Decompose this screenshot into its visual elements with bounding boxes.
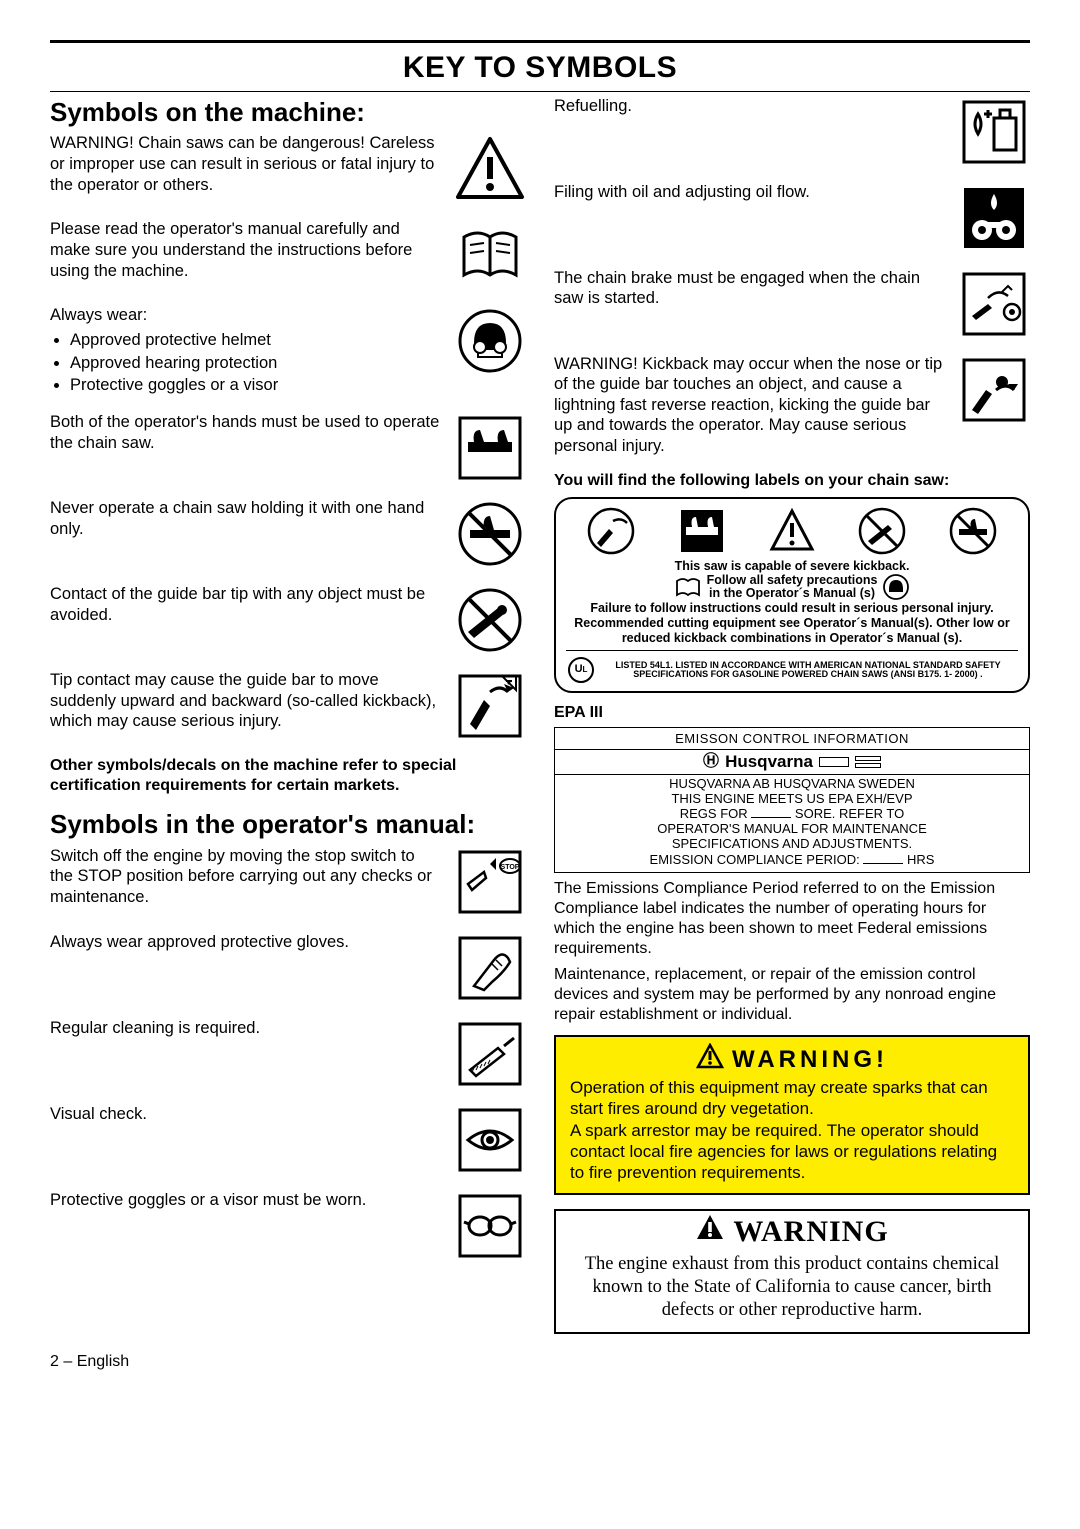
text-tip-contact: Contact of the guide bar tip with any ob… [50,584,442,625]
ul-badge-icon: UL [568,657,594,683]
text-chain-brake: The chain brake must be engaged when the… [554,268,946,309]
text-always-wear: Always wear: Approved protective helmet … [50,305,442,398]
mini-ppe-icon [883,574,909,600]
gloves-icon [454,932,526,1004]
warning-triangle-filled-icon [695,1213,725,1251]
heading-manual-symbols: Symbols in the operator's manual: [50,810,526,840]
mini-manual-icon [675,577,701,597]
text-switch-off: Switch off the engine by moving the stop… [50,846,442,908]
warning-yellow-body: Operation of this equipment may create s… [570,1077,1014,1183]
ppe-head-icon [454,305,526,377]
text-refuelling: Refuelling. [554,96,946,117]
left-column: Symbols on the machine: WARNING! Chain s… [50,96,526,1335]
read-manual-icon [454,219,526,291]
text-cleaning: Regular cleaning is required. [50,1018,442,1039]
two-hands-icon [454,412,526,484]
text-kickback-warning: WARNING! Kickback may occur when the nos… [554,354,946,457]
mini-no-one-hand-icon [949,507,997,555]
no-one-hand-icon [454,498,526,570]
emissions-para-2: Maintenance, replacement, or repair of t… [554,965,1030,1025]
heading-machine-symbols: Symbols on the machine: [50,98,526,128]
safety-label-panel: This saw is capable of severe kickback. … [554,497,1030,694]
kickback-icon [454,670,526,742]
text-oil: Filing with oil and adjusting oil flow. [554,182,946,203]
page-footer: 2 – English [50,1352,1030,1372]
chain-brake-icon [958,268,1030,340]
text-other-symbols: Other symbols/decals on the machine refe… [50,756,526,796]
warning-white-heading: WARNING [733,1213,888,1251]
page-title: KEY TO SYMBOLS [50,49,1030,87]
epa-label-panel: EMISSON CONTROL INFORMATION Ⓗ Husqvarna … [554,727,1030,873]
text-read-manual: Please read the operator's manual carefu… [50,219,442,281]
text-goggles: Protective goggles or a visor must be wo… [50,1190,442,1211]
kickback-warning-icon [958,354,1030,426]
mini-two-hands-icon [678,507,726,555]
text-one-hand: Never operate a chain saw holding it wit… [50,498,442,539]
epa-heading: EPA III [554,703,1030,723]
goggles-icon [454,1190,526,1262]
text-kickback: Tip contact may cause the guide bar to m… [50,670,442,732]
warning-triangle-small-icon [696,1043,724,1077]
text-warning: WARNING! Chain saws can be dangerous! Ca… [50,133,442,195]
warning-yellow-heading: WARNING! [732,1045,888,1075]
emissions-para-1: The Emissions Compliance Period referred… [554,879,1030,959]
mini-kickback-icon [587,507,635,555]
mini-warning-icon [768,507,816,555]
svg-text:STOP: STOP [501,864,520,871]
cleaning-brush-icon [454,1018,526,1090]
oil-icon [958,182,1030,254]
no-tip-contact-icon [454,584,526,656]
mini-no-tip-icon [858,507,906,555]
text-two-hands: Both of the operator's hands must be use… [50,412,442,453]
warning-white-box: WARNING The engine exhaust from this pro… [554,1209,1030,1334]
text-gloves: Always wear approved protective gloves. [50,932,442,953]
eye-icon [454,1104,526,1176]
text-visual-check: Visual check. [50,1104,442,1125]
stop-switch-icon: STOP [454,846,526,918]
warning-white-body: The engine exhaust from this product con… [568,1253,1016,1322]
warning-triangle-icon [454,133,526,205]
fuel-icon [958,96,1030,168]
right-column: Refuelling. Filing with oil and adjustin… [554,96,1030,1335]
warning-yellow-box: WARNING! Operation of this equipment may… [554,1035,1030,1195]
wear-list: Approved protective helmet Approved hear… [50,330,442,396]
labels-intro: You will find the following labels on yo… [554,471,1030,491]
